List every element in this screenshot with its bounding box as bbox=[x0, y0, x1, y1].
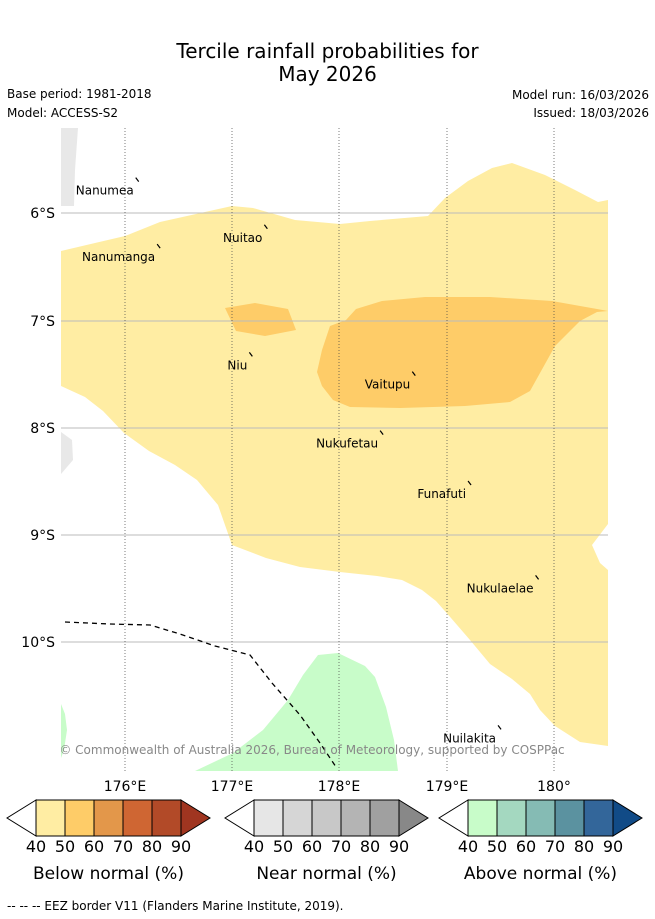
graticule bbox=[61, 128, 608, 771]
colorbar-tick: 80 bbox=[141, 837, 163, 856]
island-label: Vaitupu bbox=[365, 378, 411, 392]
colorbar-swatch bbox=[64, 799, 95, 837]
lon-label-178e: 178°E bbox=[318, 779, 361, 795]
island-marker bbox=[156, 243, 161, 249]
island-marker bbox=[379, 430, 384, 435]
lon-label-176e: 176°E bbox=[104, 779, 147, 795]
base-period: Base period: 1981-2018 bbox=[7, 87, 152, 101]
colorbar-swatch bbox=[583, 799, 614, 837]
colorbar-tick: 90 bbox=[388, 837, 410, 856]
lon-label-180: 180° bbox=[537, 779, 571, 795]
colorbar-tick: 50 bbox=[272, 837, 294, 856]
colorbar-swatch bbox=[554, 799, 585, 837]
island-marker bbox=[263, 224, 268, 230]
colorbar-tick: 40 bbox=[243, 837, 265, 856]
lat-label-8s: 8°S bbox=[30, 421, 55, 437]
lat-label-10s: 10°S bbox=[21, 635, 55, 651]
island-marker bbox=[535, 574, 540, 580]
colorbar-swatch bbox=[282, 799, 313, 837]
colorbar-tick: 50 bbox=[54, 837, 76, 856]
lat-label-7s: 7°S bbox=[30, 314, 55, 330]
colorbar-near-extend-right bbox=[398, 799, 429, 837]
colorbar-tick: 50 bbox=[486, 837, 508, 856]
colorbar-tick: 80 bbox=[359, 837, 381, 856]
lon-axis: 176°E 177°E 178°E 179°E 180° bbox=[104, 779, 571, 795]
colorbar-near-extend-left bbox=[224, 799, 255, 837]
colorbar-swatch bbox=[340, 799, 371, 837]
colorbar-swatch bbox=[496, 799, 527, 837]
above-normal-40-region bbox=[195, 653, 398, 771]
below-normal-60-region-east bbox=[317, 297, 608, 408]
island-label: Nanumea bbox=[76, 184, 134, 198]
colorbar-swatch bbox=[525, 799, 556, 837]
island-marker bbox=[467, 480, 472, 486]
colorbar-below bbox=[6, 799, 211, 837]
colorbar-tick: 40 bbox=[457, 837, 479, 856]
colorbar-swatch bbox=[93, 799, 124, 837]
issued-date: Issued: 18/03/2026 bbox=[533, 106, 649, 120]
eez-footer-note: -- -- -- EEZ border V11 (Flanders Marine… bbox=[7, 899, 344, 913]
colorbar-below-extend-right bbox=[180, 799, 211, 837]
island-label: Niu bbox=[227, 358, 247, 372]
island-label: Nuilakita bbox=[443, 731, 496, 745]
above-normal-40-region-west bbox=[61, 704, 67, 758]
colorbar-tick: 90 bbox=[170, 837, 192, 856]
island-label: Nanumanga bbox=[82, 250, 155, 264]
island-marker bbox=[497, 725, 502, 730]
lon-label-179e: 179°E bbox=[426, 779, 469, 795]
colorbar-tick: 70 bbox=[544, 837, 566, 856]
map-area bbox=[61, 128, 608, 771]
colorbar-above-extend-left bbox=[438, 799, 469, 837]
island-label: Nuitao bbox=[223, 231, 262, 245]
colorbar-tick: 70 bbox=[112, 837, 134, 856]
lat-label-9s: 9°S bbox=[30, 528, 55, 544]
island-label: Nukulaelae bbox=[467, 581, 534, 595]
colorbar-swatch bbox=[151, 799, 182, 837]
colorbar-above-label: Above normal (%) bbox=[463, 864, 618, 884]
lat-label-6s: 6°S bbox=[30, 206, 55, 222]
island-labels: Nanumea Nuitao Nanumanga Niu Vaitupu Nukufeta… bbox=[76, 177, 540, 745]
chart-title: Tercile rainfall probabilities for May 2… bbox=[0, 40, 655, 86]
copyright: © Commonwealth of Australia 2026, Bureau… bbox=[59, 743, 564, 757]
colorbar-swatch bbox=[467, 799, 498, 837]
colorbar-near bbox=[224, 799, 429, 837]
colorbar-tick: 70 bbox=[330, 837, 352, 856]
colorbar-swatch bbox=[122, 799, 153, 837]
colorbar-above bbox=[438, 799, 643, 837]
island-marker bbox=[248, 352, 253, 357]
colorbar-swatch bbox=[35, 799, 66, 837]
colorbar-swatch bbox=[369, 799, 400, 837]
colorbar-near-label: Near normal (%) bbox=[256, 864, 397, 884]
colorbar-tick: 60 bbox=[83, 837, 105, 856]
island-label: Nukufetau bbox=[316, 437, 378, 451]
island-marker bbox=[411, 371, 416, 377]
colorbar-below-extend-left bbox=[6, 799, 37, 837]
colorbar-above-extend-right bbox=[612, 799, 643, 837]
colorbar-swatch bbox=[311, 799, 342, 837]
land-patch-west bbox=[61, 432, 73, 474]
colorbar-below-label: Below normal (%) bbox=[33, 864, 184, 884]
colorbar-tick: 80 bbox=[573, 837, 595, 856]
below-normal-60-region-west bbox=[225, 303, 296, 336]
island-marker bbox=[135, 177, 140, 182]
title-line-2: May 2026 bbox=[278, 62, 377, 86]
lon-label-177e: 177°E bbox=[211, 779, 254, 795]
colorbar-tick: 40 bbox=[25, 837, 47, 856]
colorbar-tick: 60 bbox=[515, 837, 537, 856]
land-patch-north bbox=[61, 128, 78, 206]
colorbar-swatch bbox=[253, 799, 284, 837]
model-name: Model: ACCESS-S2 bbox=[7, 106, 119, 120]
colorbar-tick: 60 bbox=[301, 837, 323, 856]
lat-axis: 6°S 7°S 8°S 9°S 10°S bbox=[21, 206, 55, 651]
island-label: Funafuti bbox=[417, 487, 466, 501]
title-line-1: Tercile rainfall probabilities for bbox=[176, 39, 479, 63]
model-run: Model run: 16/03/2026 bbox=[511, 88, 649, 102]
colorbar-tick: 90 bbox=[602, 837, 624, 856]
eez-border bbox=[64, 621, 337, 768]
